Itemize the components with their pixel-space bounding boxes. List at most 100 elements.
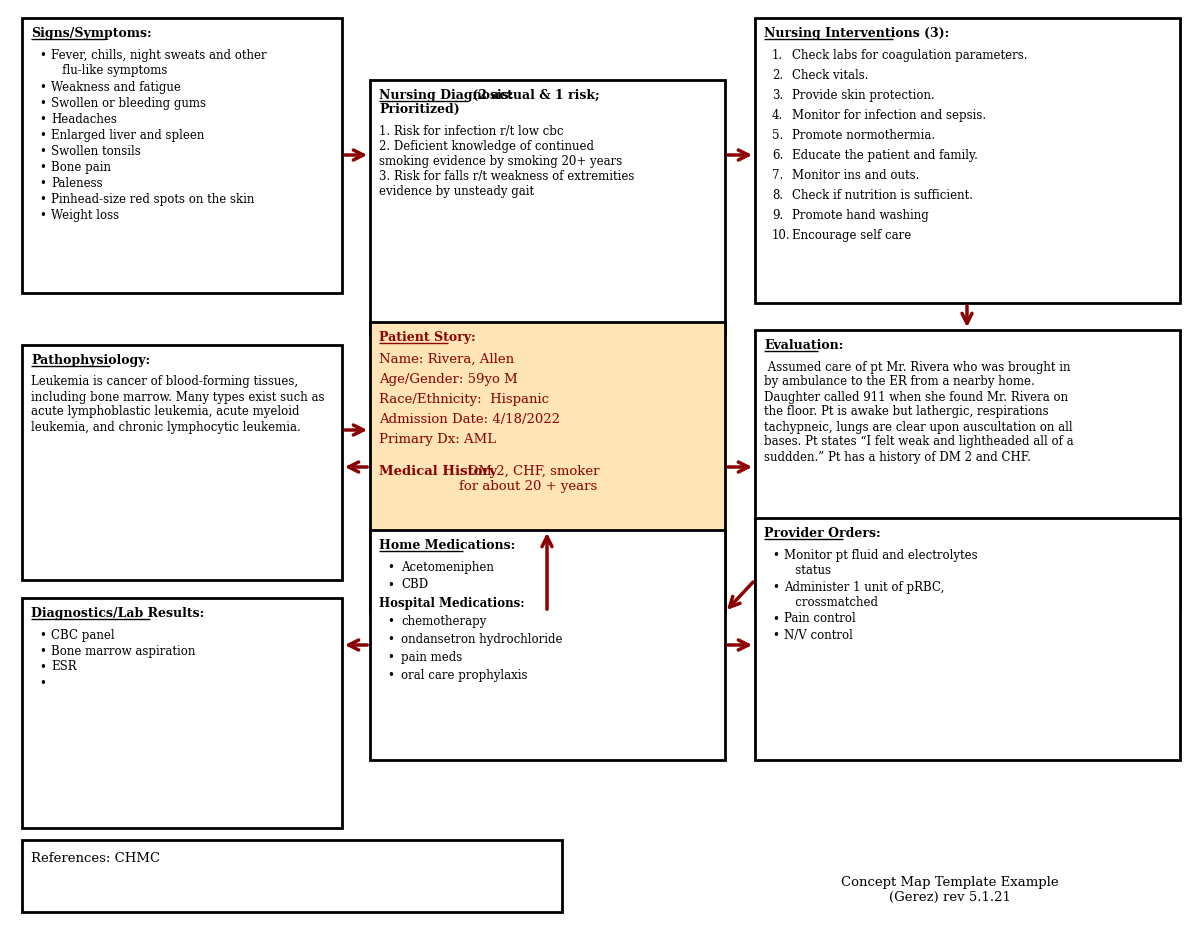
Text: Paleness: Paleness — [50, 176, 103, 189]
Text: pain meds: pain meds — [401, 652, 462, 665]
Text: •: • — [38, 661, 46, 674]
Text: Check if nutrition is sufficient.: Check if nutrition is sufficient. — [792, 188, 973, 201]
Text: Diagnostics/Lab Results:: Diagnostics/Lab Results: — [31, 607, 204, 620]
Text: 4.: 4. — [772, 108, 784, 121]
Text: Nursing Diagnosis:: Nursing Diagnosis: — [379, 89, 514, 102]
Text: Educate the patient and family.: Educate the patient and family. — [792, 148, 978, 161]
Text: •: • — [38, 644, 46, 657]
Text: 1.: 1. — [772, 48, 784, 61]
Text: Pathophysiology:: Pathophysiology: — [31, 354, 150, 367]
Text: 2.: 2. — [772, 69, 784, 82]
Text: Signs/Symptoms:: Signs/Symptoms: — [31, 27, 151, 40]
Text: (2 actual & 1 risk;: (2 actual & 1 risk; — [468, 89, 600, 102]
Text: CBD: CBD — [401, 578, 428, 591]
Text: CBC panel: CBC panel — [50, 629, 115, 641]
Bar — [22, 345, 342, 580]
Text: 1. Risk for infection r/t low cbc
2. Deficient knowledge of continued
smoking ev: 1. Risk for infection r/t low cbc 2. Def… — [379, 124, 635, 197]
Text: Concept Map Template Example
(Gerez) rev 5.1.21: Concept Map Template Example (Gerez) rev… — [841, 876, 1058, 904]
Text: •: • — [38, 209, 46, 222]
Text: Age/Gender: 59yo M: Age/Gender: 59yo M — [379, 373, 517, 386]
Text: Fever, chills, night sweats and other
   flu-like symptoms: Fever, chills, night sweats and other fl… — [50, 48, 266, 77]
Text: 9.: 9. — [772, 209, 784, 222]
Text: ESR: ESR — [50, 661, 77, 674]
Text: oral care prophylaxis: oral care prophylaxis — [401, 669, 528, 682]
Text: Encourage self care: Encourage self care — [792, 228, 911, 242]
Text: Provide skin protection.: Provide skin protection. — [792, 88, 935, 101]
Text: chemotherapy: chemotherapy — [401, 616, 486, 629]
Bar — [22, 840, 562, 912]
Text: •: • — [38, 629, 46, 641]
Bar — [22, 598, 342, 828]
Text: Leukemia is cancer of blood-forming tissues,
including bone marrow. Many types e: Leukemia is cancer of blood-forming tiss… — [31, 375, 324, 434]
Text: •: • — [386, 633, 394, 646]
Text: Patient Story:: Patient Story: — [379, 331, 475, 344]
Text: •: • — [386, 561, 394, 574]
Text: Provider Orders:: Provider Orders: — [764, 527, 881, 540]
Text: •: • — [772, 580, 779, 593]
Text: Swollen tonsils: Swollen tonsils — [50, 145, 140, 158]
Bar — [755, 518, 1180, 760]
Text: Assumed care of pt Mr. Rivera who was brought in
by ambulance to the ER from a n: Assumed care of pt Mr. Rivera who was br… — [764, 361, 1074, 464]
Bar — [370, 322, 725, 612]
Text: Race/Ethnicity:  Hispanic: Race/Ethnicity: Hispanic — [379, 392, 550, 405]
Text: Enlarged liver and spleen: Enlarged liver and spleen — [50, 129, 204, 142]
Text: Promote normothermia.: Promote normothermia. — [792, 129, 935, 142]
Text: •: • — [772, 613, 779, 626]
Text: Monitor pt fluid and electrolytes
   status: Monitor pt fluid and electrolytes status — [784, 549, 978, 577]
Text: N/V control: N/V control — [784, 629, 853, 641]
Bar — [755, 18, 1180, 303]
Text: •: • — [386, 669, 394, 682]
Text: 10.: 10. — [772, 228, 791, 242]
Text: •: • — [38, 176, 46, 189]
Text: •: • — [38, 677, 46, 690]
Text: Monitor for infection and sepsis.: Monitor for infection and sepsis. — [792, 108, 986, 121]
Bar — [22, 18, 342, 293]
Text: •: • — [38, 48, 46, 61]
Text: 6.: 6. — [772, 148, 784, 161]
Text: Home Medications:: Home Medications: — [379, 539, 515, 552]
Text: Monitor ins and outs.: Monitor ins and outs. — [792, 169, 919, 182]
Text: Prioritized): Prioritized) — [379, 103, 460, 116]
Text: Bone pain: Bone pain — [50, 160, 112, 173]
Text: •: • — [386, 578, 394, 591]
Text: •: • — [38, 145, 46, 158]
Text: Medical History: Medical History — [379, 464, 497, 477]
Text: Name: Rivera, Allen: Name: Rivera, Allen — [379, 352, 514, 365]
Text: ondansetron hydrochloride: ondansetron hydrochloride — [401, 633, 563, 646]
Text: Acetomeniphen: Acetomeniphen — [401, 561, 494, 574]
Text: Bone marrow aspiration: Bone marrow aspiration — [50, 644, 196, 657]
Text: Pinhead-size red spots on the skin: Pinhead-size red spots on the skin — [50, 193, 254, 206]
Text: •: • — [38, 193, 46, 206]
Text: Pain control: Pain control — [784, 613, 856, 626]
Text: : DM 2, CHF, smoker
for about 20 + years: : DM 2, CHF, smoker for about 20 + years — [458, 464, 599, 492]
Text: Check vitals.: Check vitals. — [792, 69, 869, 82]
Text: Evaluation:: Evaluation: — [764, 339, 844, 352]
Text: Primary Dx: AML: Primary Dx: AML — [379, 433, 496, 446]
Text: •: • — [386, 652, 394, 665]
Text: Admission Date: 4/18/2022: Admission Date: 4/18/2022 — [379, 413, 560, 425]
Text: Weakness and fatigue: Weakness and fatigue — [50, 81, 181, 94]
Text: Weight loss: Weight loss — [50, 209, 119, 222]
Bar — [755, 330, 1180, 610]
Text: •: • — [772, 549, 779, 562]
Text: Administer 1 unit of pRBC,
   crossmatched: Administer 1 unit of pRBC, crossmatched — [784, 580, 944, 608]
Text: •: • — [38, 160, 46, 173]
Text: Headaches: Headaches — [50, 112, 116, 125]
Text: Check labs for coagulation parameters.: Check labs for coagulation parameters. — [792, 48, 1027, 61]
Bar — [370, 80, 725, 335]
Text: 3.: 3. — [772, 88, 784, 101]
Text: 8.: 8. — [772, 188, 784, 201]
Text: •: • — [772, 629, 779, 641]
Text: Nursing Interventions (3):: Nursing Interventions (3): — [764, 27, 949, 40]
Text: •: • — [38, 81, 46, 94]
Text: •: • — [38, 112, 46, 125]
Text: •: • — [38, 96, 46, 109]
Bar — [370, 530, 725, 760]
Text: •: • — [386, 616, 394, 629]
Text: 7.: 7. — [772, 169, 784, 182]
Text: •: • — [38, 129, 46, 142]
Text: Promote hand washing: Promote hand washing — [792, 209, 929, 222]
Text: Swollen or bleeding gums: Swollen or bleeding gums — [50, 96, 206, 109]
Text: 5.: 5. — [772, 129, 784, 142]
Text: Hospital Medications:: Hospital Medications: — [379, 596, 524, 609]
